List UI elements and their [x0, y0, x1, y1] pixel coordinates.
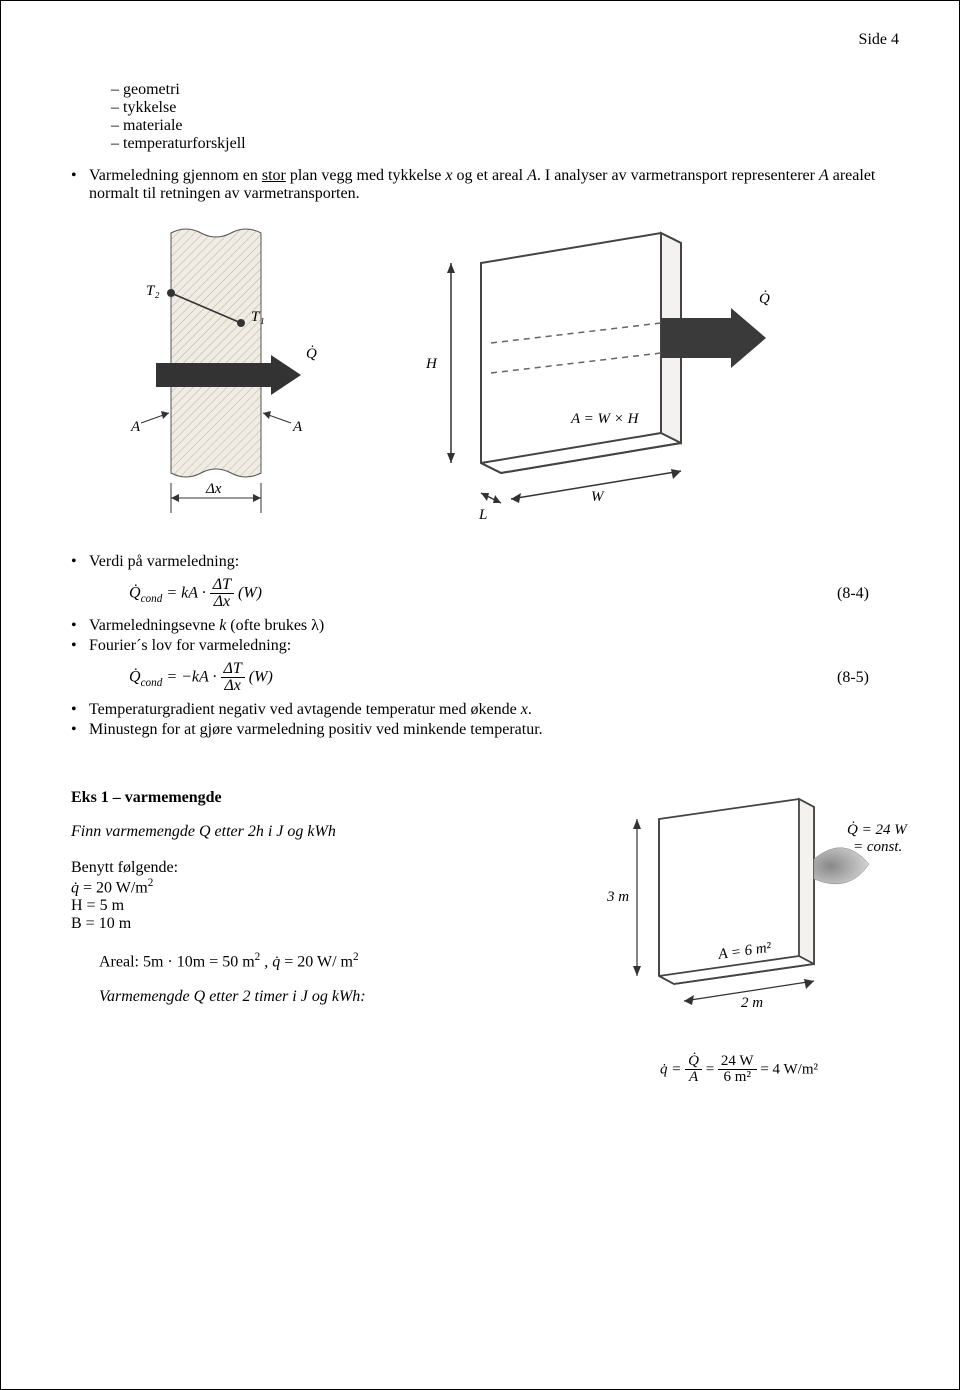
eq-Q: Q̇: [129, 585, 141, 602]
text: . I analyser av varmetransport represent…: [537, 167, 819, 184]
list-item: Minustegn for at gjøre varmeledning posi…: [71, 721, 909, 739]
eq-num: 24 W: [718, 1054, 757, 1070]
sup: 2: [353, 951, 359, 963]
fig-label-area: A = W × H: [570, 411, 640, 427]
example-row: Eks 1 – varmemengde Finn varmemengde Q e…: [71, 789, 909, 1086]
list-item: Verdi på varmeledning: Q̇cond = kA · ΔTΔ…: [71, 553, 909, 611]
eq-den: A: [685, 1070, 702, 1086]
fig-label-W: W: [591, 489, 605, 505]
fig-label-Qc: = const.: [853, 839, 902, 855]
intro-paragraph: Varmeledning gjennom en stor plan vegg m…: [71, 167, 909, 203]
figure-wall-section: T₂ T₁ Q̇ A A Δx: [111, 223, 321, 523]
var-q: q̇: [71, 879, 79, 896]
text-var-A: A: [527, 167, 537, 184]
fig-label-Q: Q̇: [759, 291, 770, 307]
eq-den: Δx: [221, 678, 245, 695]
fig-label-T2: T₂: [146, 283, 160, 299]
text: Minustegn for at gjøre varmeledning posi…: [89, 721, 543, 738]
text: plan vegg med tykkelse: [286, 167, 446, 184]
eq-unit: (W): [234, 585, 262, 602]
text: .: [528, 701, 532, 718]
eq-den: 6 m²: [718, 1070, 757, 1086]
text: Fourier´s lov for varmeledning:: [89, 637, 291, 654]
fig-label-Q: Q̇: [306, 346, 317, 362]
eq-text: = −kA ·: [162, 669, 220, 686]
list-item: materiale: [111, 117, 909, 135]
fig-label-H: H: [425, 356, 438, 372]
list-item: Temperaturgradient negativ ved avtagende…: [71, 701, 909, 719]
fig-label-dx: Δx: [205, 481, 222, 497]
areal-line: Areal: 5m · 10m = 50 m2 , q̇ = 20 W/ m2: [99, 951, 539, 971]
fig-label-width: 2 m: [741, 995, 763, 1011]
eq-body: Q̇cond = kA · ΔTΔx (W): [129, 577, 262, 611]
eq-unit: (W): [245, 669, 273, 686]
given-H: H = 5 m: [71, 897, 539, 915]
text: (ofte brukes λ): [226, 617, 324, 634]
list-item: temperaturforskjell: [111, 135, 909, 153]
equation-list: Verdi på varmeledning: Q̇cond = kA · ΔTΔ…: [71, 553, 909, 739]
example-title: Eks 1 – varmemengde: [71, 789, 539, 807]
eq-sub: cond: [141, 677, 163, 689]
example-text: Eks 1 – varmemengde Finn varmemengde Q e…: [71, 789, 539, 1006]
text-underline: stor: [262, 167, 286, 184]
figure-wall-3d: H L W Q̇ A = W × H: [361, 223, 781, 523]
list-item: Fourier´s lov for varmeledning: Q̇cond =…: [71, 637, 909, 695]
eq-body: Q̇cond = −kA · ΔTΔx (W): [129, 661, 273, 695]
equation-8-4: Q̇cond = kA · ΔTΔx (W) (8-4): [129, 577, 909, 611]
page-number: Side 4: [859, 31, 899, 49]
intro-block: geometri tykkelse materiale temperaturfo…: [111, 81, 909, 203]
property-list: geometri tykkelse materiale temperaturfo…: [111, 81, 909, 153]
text: Varmeledningsevne: [89, 617, 219, 634]
fig-label-Q: Q̇ = 24 W: [847, 822, 908, 838]
eq-sub: cond: [141, 593, 163, 605]
text: Verdi på varmeledning:: [89, 553, 239, 570]
mid-block: Verdi på varmeledning: Q̇cond = kA · ΔTΔ…: [111, 553, 909, 739]
list-item: Varmeledningsevne k (ofte brukes λ): [71, 617, 909, 635]
text: = 4 W/m²: [757, 1061, 818, 1077]
eq-tag: (8-5): [837, 669, 869, 687]
fig-label-height: 3 m: [606, 889, 629, 905]
fig-label-A: A: [292, 419, 303, 435]
fig-label-T1: T₁: [251, 309, 265, 325]
example-prompt: Finn varmemengde Q etter 2h i J og kWh: [71, 823, 539, 841]
fig-label-L: L: [478, 507, 487, 523]
eq-num: Q̇: [685, 1054, 702, 1070]
text: Temperaturgradient negativ ved avtagende…: [89, 701, 521, 718]
text: Areal: 5m · 10m = 50 m: [99, 954, 255, 971]
eq-den: Δx: [210, 594, 234, 611]
eq-tag: (8-4): [837, 585, 869, 603]
text: ,: [260, 954, 272, 971]
list-item: geometri: [111, 81, 909, 99]
figure-row: T₂ T₁ Q̇ A A Δx: [111, 223, 909, 523]
eq-text: = kA ·: [162, 585, 209, 602]
equation-8-5: Q̇cond = −kA · ΔTΔx (W) (8-5): [129, 661, 909, 695]
eq-Q: Q̇: [129, 669, 141, 686]
text: = 20 W/m: [79, 879, 148, 896]
given-q: q̇ = 20 W/m2: [71, 877, 539, 897]
list-item: tykkelse: [111, 99, 909, 117]
text: Varmeledning gjennom en: [89, 167, 262, 184]
eq-num: ΔT: [221, 661, 245, 678]
flux-equation: q̇ = Q̇A = 24 W6 m² = 4 W/m²: [569, 1054, 909, 1086]
text: Benytt følgende:: [71, 859, 539, 877]
fig-label-A: A: [130, 419, 141, 435]
page: Side 4 geometri tykkelse materiale tempe…: [0, 0, 960, 1390]
figure-example: 3 m 2 m A = 6 m² Q̇ = 24 W = const.: [569, 789, 909, 1086]
given-B: B = 10 m: [71, 915, 539, 933]
varm-line: Varmemengde Q etter 2 timer i J og kWh:: [99, 988, 539, 1006]
text: q̇ =: [660, 1061, 685, 1077]
text: =: [702, 1061, 718, 1077]
figure-slab-small: 3 m 2 m A = 6 m² Q̇ = 24 W = const.: [569, 789, 909, 1049]
eq-num: ΔT: [210, 577, 234, 594]
sup: 2: [148, 877, 154, 889]
text-var-A: A: [819, 167, 829, 184]
text: = 20 W/ m: [280, 954, 353, 971]
text-var-x: x: [521, 701, 528, 718]
intro-bullet: Varmeledning gjennom en stor plan vegg m…: [71, 167, 909, 203]
text: og et areal: [452, 167, 527, 184]
